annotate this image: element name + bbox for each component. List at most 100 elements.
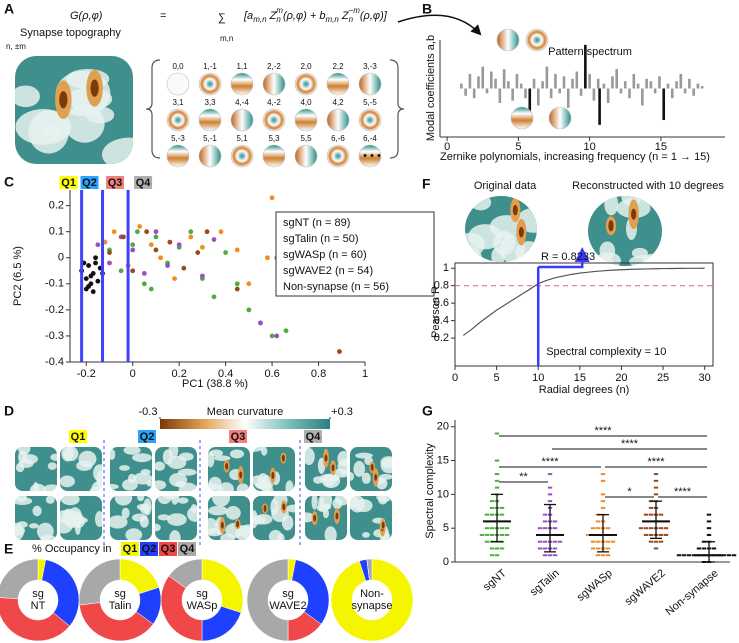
group-label-bg [138,430,156,443]
point [107,260,112,266]
topography-blob [177,468,197,476]
donut-label-line: synapse [352,600,393,612]
bar [666,83,670,89]
significance-label: **** [541,456,559,468]
bar [645,78,648,89]
topography-image [15,56,133,164]
donut-label: sg WASp [187,588,218,612]
bar [545,66,549,89]
legend-entry: sgWASp (n = 60) [283,249,367,261]
point [200,273,205,279]
topography-blob [16,521,28,528]
point [234,281,240,287]
legend-swatch [121,542,139,556]
donut-segment [79,602,154,642]
group-label: Q2 [140,431,155,443]
connector-arrow [397,14,482,36]
x-tick-label: 20 [615,372,627,384]
zernike-mode [230,144,254,168]
topography-ridge-core [271,471,275,479]
topography-blob [641,253,662,266]
y-tick-label: 0 [58,252,64,264]
bar [511,88,514,101]
equation-sum: ∑ [218,12,226,24]
bar [549,88,553,99]
zernike-mode [262,108,286,132]
topography-blob [225,506,241,520]
bar [528,88,532,123]
mode-label: 5,5 [300,134,312,143]
legend-entry: sgNT (n = 89) [283,217,350,229]
topography-blob [15,525,26,536]
significance-label: ** [519,471,528,483]
topography-ridge-core [236,520,240,528]
zernike-mode [358,72,382,96]
point [121,234,126,240]
topography-ridge-core [631,208,637,220]
topography-blob [157,496,172,505]
x-tick-label: 1 [362,368,368,380]
topography-blob [137,496,145,502]
bar [683,88,687,94]
topography-image [350,447,392,491]
point [141,270,147,276]
topography-blob [208,517,218,535]
topography-blob [208,451,215,468]
topography-ridge-core [281,454,285,462]
topography-ridge-core [608,220,614,232]
topography-blob [61,447,74,462]
bar [632,73,636,89]
image-label: Original data [474,180,537,192]
bar [502,69,506,89]
point [337,349,342,354]
significance-label: **** [647,456,665,468]
y-tick-label: 0.2 [49,200,64,212]
point [130,242,136,248]
topography-blob [285,504,295,513]
y-tick-label: 15 [437,454,449,466]
y-axis-label: Spectral complexity [424,443,436,539]
bar [653,88,657,94]
point [153,229,159,235]
topography-blob [50,453,57,461]
y-tick-label: 0.6 [434,297,449,309]
panel-label: B [422,1,432,17]
legend-entry: Q4 [180,543,196,555]
mode-label: 2,-2 [267,62,281,71]
donut-label: Non-synapse [352,588,393,612]
donut-label-line: NT [31,600,46,612]
topography-blob [268,529,283,540]
bar [679,73,683,89]
brace-left [145,59,161,159]
bar [636,83,640,89]
point [246,307,252,313]
bar [592,88,596,101]
bar [662,88,666,121]
x-tick-label: 0.4 [218,368,233,380]
topography-blob [355,499,373,513]
pattern-icon [510,106,534,130]
topography-blob [362,532,370,538]
bar [532,78,536,89]
x-tick-label: sgWASp [575,567,615,603]
topography-ridge-core [225,462,229,470]
zernike-mode [198,72,222,96]
point [90,289,96,295]
bar [460,83,463,89]
topography-blob [631,247,648,259]
y-tick-label: 0.2 [434,332,449,344]
bar [623,81,627,89]
topography-image [465,196,537,262]
topography-blob [257,473,269,491]
y-axis-label: PC2 (6.5 %) [12,246,24,306]
y-tick-label: 20 [437,421,449,433]
legend-entry: sgTalin (n = 50) [283,233,359,245]
topography-blob [157,514,170,521]
equation-rhs: [am,n Znm(ρ,φ) + bm,n Zn−m(ρ,φ)] [243,6,388,24]
point [118,268,124,274]
bar [494,78,497,89]
colorbar-title: Mean curvature [207,406,283,418]
quadrant-label-bg [80,176,99,189]
bar [554,73,557,89]
